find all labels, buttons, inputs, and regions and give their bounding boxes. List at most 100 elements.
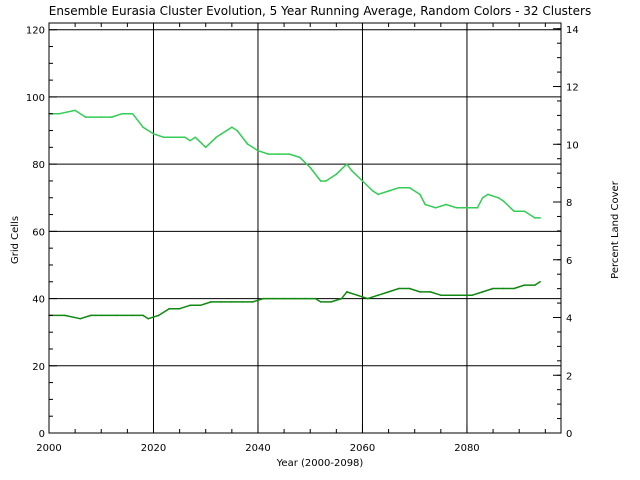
series-1-point [246,143,249,145]
series-1-point [257,149,259,152]
series-2-point [100,314,103,317]
series-2-point [116,314,118,317]
series-1-point [236,129,238,132]
series-2-point [398,287,400,290]
series-1-point [481,196,484,199]
series-2-point [492,287,494,290]
y-axis-label: Grid Cells [10,216,21,264]
series-1-point [325,180,327,182]
series-2-point [366,297,369,300]
series-1-point [319,180,322,182]
x-axis-label: Year (2000-2098) [276,458,364,469]
series-1-point [184,136,186,139]
y2-tick-label: 8 [566,198,572,209]
series-1-point [204,146,207,149]
series-2-point [251,301,254,303]
series-1-point [372,190,374,192]
series-1-point [345,163,348,165]
series-1-point [163,136,165,139]
series-1-point [267,153,270,155]
series-2-point [241,301,244,303]
series-1-point [231,126,233,128]
series-1-point [419,193,421,196]
series-2-point [419,291,421,293]
series-2-point [356,294,359,297]
series-2-point [513,287,515,290]
series-1-point [173,136,176,139]
series-1-point [387,190,390,192]
series-2-point [210,301,212,303]
series-2-point [460,294,463,297]
series-2-point [189,304,191,307]
series-1-point [100,116,103,118]
series-2-point [387,291,390,293]
series-1-point [335,173,338,176]
y2-tick-label: 4 [566,314,572,325]
series-1-point [408,186,411,189]
series-2-point [199,304,202,307]
series-2-point [79,317,82,320]
plot-frame [48,22,562,434]
series-1-point [298,156,301,159]
series-2-point [345,291,348,293]
series-1-point [74,109,76,112]
series-2-point [231,301,233,303]
series-2-point [534,284,536,286]
series-1-point [152,133,155,135]
series-line-2 [49,281,541,320]
series-1-point [476,207,479,209]
y2-tick-label: 14 [566,25,579,36]
series-2-point [408,287,411,290]
x-tick-label: 2080 [454,443,479,454]
series-2-point [220,301,223,303]
series-2-point [168,307,170,310]
series-1-point [278,153,280,155]
series-2-point [319,301,322,303]
series-1-point [351,170,353,172]
series-2-point [450,294,453,297]
series-1-point [455,207,458,209]
y2-tick-label: 6 [566,256,572,267]
series-2-point [147,317,150,320]
series-1-point [58,112,61,115]
series-1-point [288,153,291,155]
series-2-point [262,297,265,300]
series-1-point [377,193,379,196]
series-2-point [330,301,332,303]
series-1-point [215,136,217,139]
series-2-point [377,294,379,297]
series-2-point [293,297,296,300]
x-tick-label: 2040 [245,443,270,454]
y-tick-label: 120 [26,26,45,37]
y2-tick-label: 2 [566,371,572,382]
series-2-point [304,297,306,300]
series-2-point [523,284,526,286]
series-2-point [178,307,181,310]
y2-tick-label: 12 [566,83,579,94]
series-1-point [361,180,364,182]
series-2-point [283,297,285,300]
series-2-point [429,291,432,293]
series-2-point [471,294,473,297]
series-1-point [309,166,312,169]
series-1-point [466,207,468,209]
x-tick-label: 2020 [141,443,166,454]
series-1-point [434,207,437,209]
series-1-point [502,200,505,202]
x-tick-label: 2060 [350,443,375,454]
series-2-point [157,314,160,317]
y-tick-label: 60 [32,227,45,238]
chart-title: Ensemble Eurasia Cluster Evolution, 5 Ye… [49,4,591,18]
series-2-point [142,314,144,317]
series-1-point [513,210,515,212]
series-2-point [502,287,505,290]
series-1-point [424,203,426,206]
y2-tick-label: 10 [566,140,579,151]
series-1-point [131,112,134,115]
y2-axis-label: Percent Land Cover [610,180,621,279]
series-1-point [497,196,500,199]
series-2-point [131,314,134,317]
series-2-point [314,297,317,300]
